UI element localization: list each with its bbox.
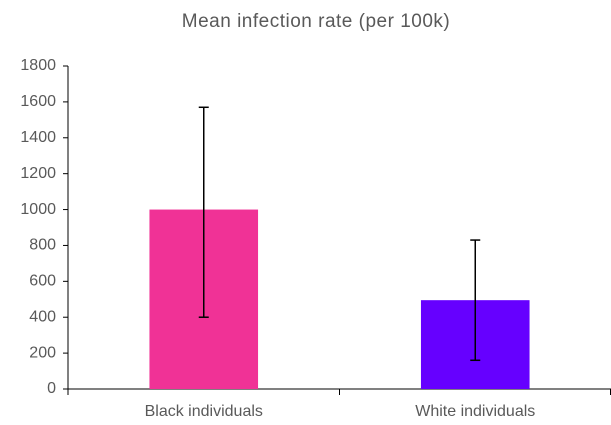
error-bar	[198, 106, 209, 318]
y-tick-label: 800	[29, 237, 56, 254]
y-tick-label: 0	[47, 380, 56, 397]
y-tick-label: 400	[29, 308, 56, 325]
x-tick-label: Black individuals	[145, 403, 263, 420]
y-tick-label: 1000	[20, 201, 56, 218]
y-tick-label: 600	[29, 273, 56, 290]
error-bar	[470, 239, 481, 362]
y-tick-label: 1800	[20, 57, 56, 74]
y-tick-label: 1200	[20, 165, 56, 182]
y-tick-label: 200	[29, 344, 56, 361]
y-tick-label: 1400	[20, 129, 56, 146]
chart-title: Mean infection rate (per 100k)	[182, 11, 450, 32]
x-tick-label: White individuals	[415, 403, 535, 420]
y-tick-label: 1600	[20, 93, 56, 110]
